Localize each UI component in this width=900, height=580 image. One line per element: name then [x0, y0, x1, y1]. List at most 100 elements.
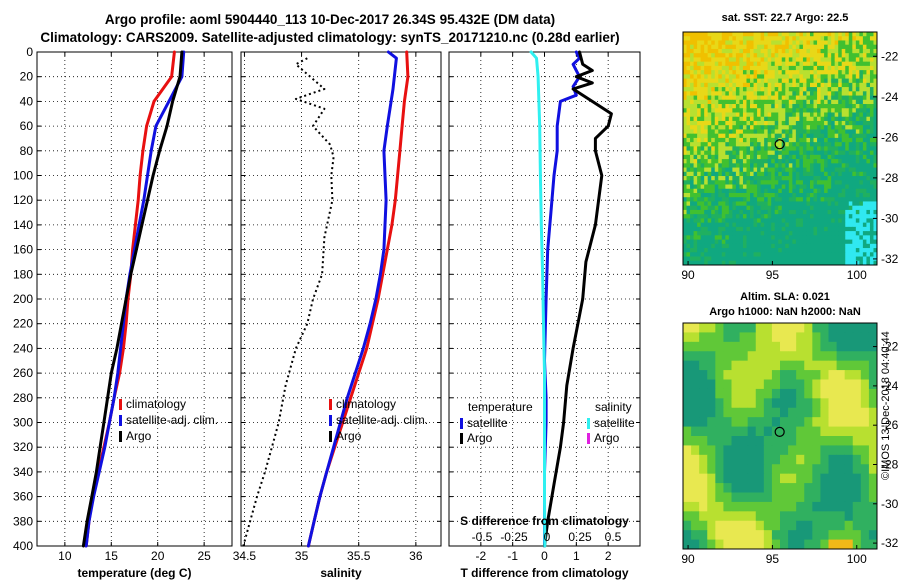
map-cell: [813, 214, 818, 219]
map-cell: [763, 492, 773, 503]
map-cell: [699, 379, 708, 390]
map-cell: [757, 82, 761, 88]
map-cell: [760, 129, 765, 135]
map-cell: [859, 133, 864, 139]
map-cell: [827, 209, 832, 215]
map-cell: [753, 218, 758, 224]
map-cell: [845, 243, 850, 249]
map-cell: [827, 116, 832, 122]
map-cell: [771, 57, 776, 63]
map-cell: [714, 154, 719, 160]
map-cell: [739, 32, 744, 37]
map-cell: [831, 176, 836, 181]
map-cell: [824, 150, 829, 156]
map-cell: [690, 53, 694, 58]
x-tick-label: -1: [507, 549, 518, 563]
map-cell: [707, 464, 716, 475]
map-cell: [693, 248, 698, 253]
map-cell: [760, 142, 765, 147]
map-cell: [763, 341, 773, 352]
map-cell: [836, 464, 846, 475]
map-cell: [721, 176, 726, 181]
map-cell: [711, 48, 716, 54]
map-cell: [731, 407, 740, 418]
map-cell: [711, 129, 716, 135]
map-cell: [757, 239, 761, 245]
map-cell: [725, 112, 730, 118]
map-cell: [859, 57, 864, 63]
map-cell: [852, 407, 862, 418]
map-cell: [763, 323, 773, 333]
map-cell: [700, 159, 705, 164]
map-cell: [859, 36, 864, 41]
map-cell: [739, 133, 744, 139]
map-cell: [848, 159, 853, 164]
map-cell: [707, 57, 712, 63]
map-cell: [809, 146, 814, 152]
map-cell: [735, 70, 740, 75]
map-cell: [763, 464, 773, 475]
map-cell: [686, 235, 691, 240]
map-cell: [721, 184, 726, 190]
map-cell: [868, 445, 878, 456]
map-cell: [704, 142, 709, 147]
map-cell: [785, 108, 790, 113]
map-cell: [693, 205, 698, 211]
map-cell: [728, 209, 733, 215]
map-cell: [686, 256, 691, 262]
map-cell: [767, 218, 772, 224]
map-cell: [804, 454, 813, 465]
map-cell: [855, 260, 860, 266]
map-cell: [753, 256, 758, 262]
map-cell: [750, 248, 754, 253]
map-cell: [785, 167, 790, 173]
map-cell: [841, 192, 846, 198]
map-cell: [739, 87, 744, 92]
map-cell: [841, 120, 846, 126]
map-cell: [838, 218, 843, 224]
map-cell: [802, 252, 807, 257]
legend-swatch: [119, 415, 122, 426]
map-cell: [771, 239, 776, 245]
map-cell: [799, 235, 804, 240]
map-cell: [788, 407, 797, 418]
map-cell: [817, 192, 821, 198]
map-cell: [711, 214, 716, 219]
map-cell: [817, 99, 821, 105]
salinity-panel: 34.5 35 35.5 36salinityclimatologysatellite…: [233, 50, 442, 580]
map-cell: [774, 150, 779, 156]
map-cell: [711, 70, 716, 75]
map-cell: [739, 78, 744, 84]
map-cell: [714, 260, 719, 266]
map-cell: [742, 252, 747, 257]
map-cell: [841, 53, 846, 58]
map-cell: [841, 243, 846, 249]
map-cell: [804, 370, 813, 380]
map-cell: [747, 388, 757, 399]
map-cell: [753, 150, 758, 156]
sla-map-title-line2: Argo h1000: NaN h2000: NaN: [709, 306, 861, 318]
map-cell: [725, 133, 730, 139]
map-cell: [739, 120, 744, 126]
map-cell: [860, 436, 870, 446]
map-cell: [813, 104, 818, 109]
map-cell: [760, 197, 765, 202]
map-cell: [764, 218, 769, 224]
map-cell: [788, 104, 793, 109]
map-cell: [757, 99, 761, 105]
map-cell: [838, 205, 843, 211]
map-cell: [838, 163, 843, 168]
map-cell: [841, 133, 846, 139]
sla-map: 90 95 100-22-24-26-28-30-32: [681, 322, 899, 566]
map-cell: [767, 256, 772, 262]
map-cell: [827, 163, 832, 168]
map-cell: [862, 243, 867, 249]
map-cell: [718, 104, 723, 109]
map-cell: [690, 188, 694, 194]
map-cell: [796, 417, 805, 427]
map-cell: [855, 65, 860, 71]
map-cell: [700, 104, 705, 109]
map-cell: [788, 167, 793, 173]
map-cell: [866, 231, 871, 236]
map-cell: [809, 91, 814, 96]
